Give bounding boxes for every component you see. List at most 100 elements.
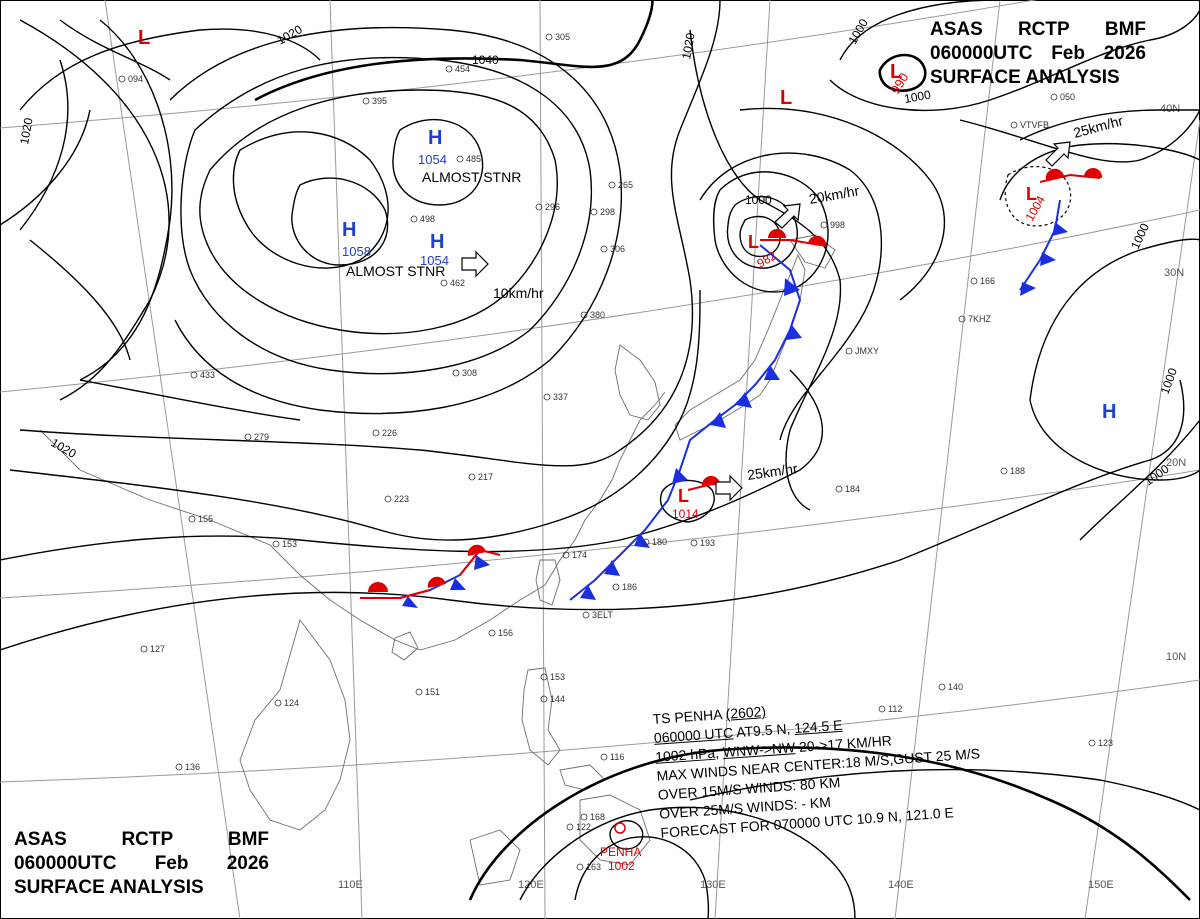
station-marker xyxy=(970,277,978,285)
isobar-label: 1000 xyxy=(903,87,932,105)
station-plot-label: 7KHZ xyxy=(968,314,992,324)
header-time: 060000UTC xyxy=(14,853,117,874)
station-plot-label: 306 xyxy=(610,244,625,254)
station-plot-label: 308 xyxy=(462,368,477,378)
isobar-label: 1040 xyxy=(472,53,499,67)
station-plot-label: 485 xyxy=(466,154,481,164)
header-title: SURFACE ANALYSIS xyxy=(930,67,1120,88)
high-center-value: 1058 xyxy=(342,244,371,259)
station-marker xyxy=(140,645,148,653)
station-marker xyxy=(188,515,196,523)
isobar-label: 1020 xyxy=(679,31,697,60)
station-marker xyxy=(1000,467,1008,475)
station-marker xyxy=(488,629,496,637)
header-bottom-left: ASAS RCTP BMF 060000UTC Feb 2026 SURFACE… xyxy=(14,828,269,900)
station-plot-label: 395 xyxy=(372,96,387,106)
coastlines xyxy=(39,234,836,886)
motion-label: 10km/hr xyxy=(493,285,544,301)
lon-label-140e: 140E xyxy=(888,879,914,891)
station-plot-label: 127 xyxy=(150,644,165,654)
station-marker xyxy=(1088,739,1096,747)
station-plot-label: 094 xyxy=(128,74,143,84)
storm-center-pressure: 1002 xyxy=(608,859,635,873)
station-plot-label: 153 xyxy=(282,539,297,549)
station-marker xyxy=(1050,93,1058,101)
station-marker xyxy=(456,155,464,163)
header-station: RCTP xyxy=(121,829,174,850)
station-plot-label: 337 xyxy=(553,392,568,402)
station-marker xyxy=(835,485,843,493)
station-plot-label: 298 xyxy=(600,207,615,217)
station-plot-label: 144 xyxy=(550,694,565,704)
motion-arrow-icon xyxy=(774,203,801,229)
station-marker xyxy=(580,813,588,821)
station-marker xyxy=(590,208,598,216)
station-plot-label: VTVFB xyxy=(1020,120,1049,130)
station-plot-label: 3ELT xyxy=(592,610,613,620)
station-plot-label: 279 xyxy=(254,432,269,442)
station-marker xyxy=(600,753,608,761)
coast-luzon xyxy=(521,667,561,766)
high-center-letter: H xyxy=(1102,401,1116,423)
station-plot-label: 136 xyxy=(185,762,200,772)
motion-arrow-icon xyxy=(715,474,743,502)
station-plot-label: 168 xyxy=(590,812,605,822)
storm-center-name: PENHA xyxy=(600,845,641,859)
station-marker xyxy=(582,611,590,619)
station-plot-label: 184 xyxy=(845,484,860,494)
station-plots: 094 305 454 395 485 265 298 296 306 498 462 380 433 2… xyxy=(118,32,1113,872)
cold-front xyxy=(399,199,1068,608)
isobar-label: 1020 xyxy=(275,22,305,48)
lat-label-30n: 30N xyxy=(1164,267,1184,279)
isobar-label: 1000 xyxy=(1158,366,1180,396)
station-marker xyxy=(362,97,370,105)
coast-mindanao xyxy=(579,794,651,866)
lat-label-40n: 40N xyxy=(1160,103,1180,115)
header-title: SURFACE ANALYSIS xyxy=(14,877,204,898)
station-marker xyxy=(175,763,183,771)
low-center-letter: L xyxy=(1026,184,1037,204)
station-plot-label: 153 xyxy=(550,672,565,682)
station-marker xyxy=(845,347,853,355)
graticule-labels: 40N 30N 20N 10N 110E 120E 130E 140E 150E xyxy=(338,103,1186,891)
station-plot-label: 163 xyxy=(586,862,601,872)
header-time: 060000UTC xyxy=(930,43,1033,64)
motion-arrows: 10km/hr 20km/hr 25km/hr 25km/hr xyxy=(461,112,1125,502)
station-marker xyxy=(576,863,584,871)
low-center-letter: L xyxy=(678,486,689,506)
high-center-value: 1054 xyxy=(418,152,447,167)
station-marker xyxy=(543,393,551,401)
warm-front xyxy=(360,167,1103,599)
station-marker xyxy=(958,315,966,323)
station-marker xyxy=(410,215,418,223)
station-marker xyxy=(642,538,650,546)
isobar-label: 1000 xyxy=(745,193,772,207)
isobar-label: 1000 xyxy=(845,16,871,46)
lat-label-20n: 20N xyxy=(1166,457,1186,469)
station-plot-label: 180 xyxy=(652,537,667,547)
station-marker xyxy=(580,311,588,319)
station-marker xyxy=(540,695,548,703)
station-plot-label: JMXY xyxy=(855,346,879,356)
coast-korea xyxy=(614,344,661,421)
station-plot-label: 151 xyxy=(425,687,440,697)
isobar-label: 1020 xyxy=(49,435,79,461)
high-center-note: ALMOST STNR xyxy=(346,263,445,279)
low-center-letter: L xyxy=(780,87,792,109)
station-marker xyxy=(445,65,453,73)
station-plot-label: 226 xyxy=(382,428,397,438)
isobar-label: 1020 xyxy=(17,116,35,145)
coast-indochina xyxy=(239,619,351,831)
coast-japan xyxy=(674,253,806,441)
header-year: 2026 xyxy=(226,853,269,874)
station-marker xyxy=(878,705,886,713)
station-marker xyxy=(452,369,460,377)
high-center-value: 1054 xyxy=(420,253,449,268)
station-plot-label: 112 xyxy=(888,704,902,714)
station-plot-label: 217 xyxy=(478,472,493,482)
lon-label-120e: 120E xyxy=(518,879,544,891)
station-plot-label: 166 xyxy=(980,276,995,286)
